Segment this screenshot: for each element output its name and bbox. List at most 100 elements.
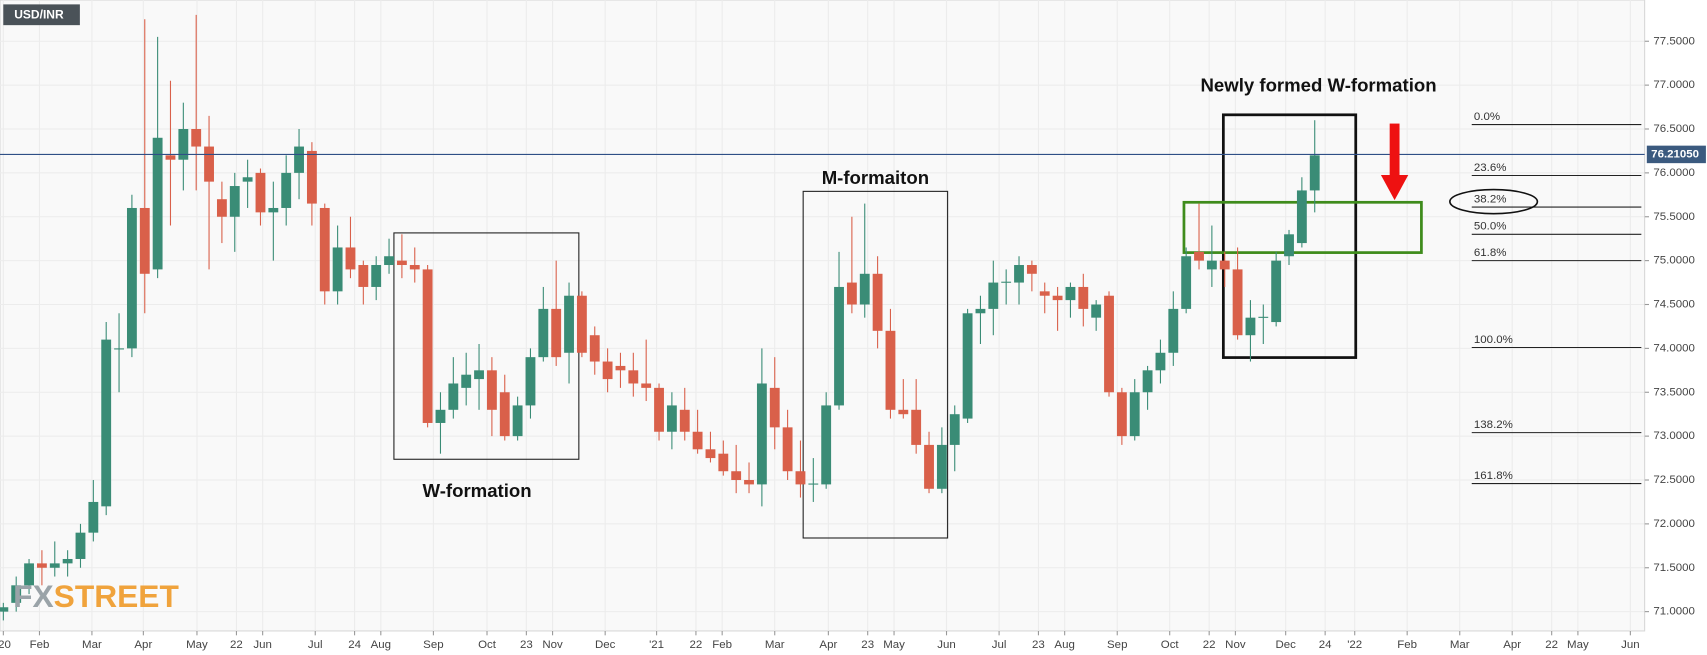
fib-label: 0.0%	[1474, 111, 1500, 123]
candle-body	[1014, 265, 1024, 283]
candle-body	[1052, 295, 1063, 301]
symbol-badge	[3, 4, 80, 26]
candle-body	[769, 387, 780, 428]
candle-body	[744, 480, 754, 485]
x-tick-label: Sep	[423, 639, 443, 651]
logo: FXSTREET	[13, 579, 179, 615]
candle-body	[1039, 291, 1050, 296]
candle-body	[24, 563, 34, 586]
candle-body	[371, 265, 382, 287]
candle-body	[538, 308, 549, 358]
candle-body	[448, 383, 459, 410]
candle-body	[358, 265, 369, 287]
candle-body	[1001, 281, 1012, 283]
x-tick-label: Apr	[819, 639, 837, 651]
x-tick-label: Jun	[1621, 639, 1640, 651]
candle-body	[1258, 316, 1269, 318]
candle-body	[975, 308, 986, 314]
x-tick-label: 22	[230, 639, 243, 651]
x-tick-label: Apr	[134, 639, 152, 651]
x-tick-label: '20	[0, 639, 11, 651]
candle-body	[486, 370, 497, 410]
candle-body	[268, 207, 279, 213]
y-tick-label: 72.5000	[1653, 474, 1694, 486]
candle-body	[512, 405, 523, 437]
y-tick-label: 76.5000	[1653, 123, 1694, 135]
candle-body	[718, 453, 729, 472]
candle-body	[165, 155, 176, 160]
x-tick-label: 24	[1319, 639, 1332, 651]
candle-body	[229, 186, 240, 217]
candle-body	[1194, 251, 1204, 261]
candle-body	[422, 269, 433, 423]
candle-body	[988, 282, 999, 309]
y-tick-label: 74.5000	[1653, 299, 1694, 311]
candle-body	[319, 207, 330, 292]
x-tick-label: 22	[690, 639, 703, 651]
candle-body	[628, 370, 639, 384]
y-tick-label: 75.0000	[1653, 255, 1694, 267]
candle-body	[384, 256, 394, 266]
new-w-formation-box	[1221, 113, 1358, 359]
x-tick-label: Jun	[937, 639, 956, 651]
candle-body	[306, 150, 317, 204]
y-tick-label: 72.0000	[1653, 518, 1694, 530]
x-tick-label: Oct	[478, 639, 497, 651]
x-tick-label: '21	[649, 639, 664, 651]
plot-area	[0, 0, 1646, 632]
candle-body	[332, 247, 343, 292]
candle-body	[152, 137, 163, 270]
x-tick-label: 22	[1545, 639, 1558, 651]
x-tick-label: Feb	[30, 639, 50, 651]
candle-body	[756, 383, 767, 485]
candle-body	[795, 471, 806, 485]
y-tick-label: 73.5000	[1653, 386, 1694, 398]
candle-body	[576, 295, 587, 353]
candle-body	[139, 207, 150, 274]
candle-body	[705, 449, 716, 459]
candle-body	[345, 247, 356, 270]
x-tick-label: 24	[348, 639, 361, 651]
y-tick-label: 71.0000	[1653, 606, 1694, 618]
overlay: 76.21050 0.0% 23.6% 38.2% 50.0% 61.8% 100.0% 13…	[0, 111, 1706, 485]
candle-body	[859, 273, 870, 305]
candle-body	[654, 387, 664, 432]
candle-body	[834, 286, 844, 406]
fib-label: 50.0%	[1474, 221, 1507, 233]
candle-body	[846, 282, 857, 305]
candle-body	[461, 374, 472, 388]
fib-label: 23.6%	[1474, 162, 1507, 174]
x-tick-label: Jul	[992, 639, 1007, 651]
x-tick-label: Feb	[1397, 639, 1417, 651]
candle-body	[615, 365, 626, 371]
x-tick-label: Dec	[595, 639, 616, 651]
candle-body	[692, 431, 703, 450]
candle-body	[1065, 286, 1076, 301]
candle-body	[126, 207, 137, 349]
candle-body	[1232, 269, 1243, 336]
candle-body	[924, 444, 934, 489]
current-price-badge	[1646, 145, 1706, 164]
candle-body	[178, 128, 189, 160]
candle-body	[821, 405, 832, 485]
y-tick-label: 76.0000	[1653, 167, 1694, 179]
candle-body	[1309, 155, 1320, 191]
y-tick-label: 77.0000	[1653, 79, 1694, 91]
candle-body	[242, 177, 253, 182]
candle-body	[11, 585, 22, 603]
candle-body	[731, 471, 742, 481]
candle-body	[216, 199, 227, 217]
annotation-label: Newly formed W-formation	[1201, 74, 1437, 95]
chart-title: USD/INR	[14, 7, 64, 21]
candle-body	[1078, 286, 1089, 309]
candle-body	[1142, 370, 1153, 393]
x-tick-label: Oct	[1161, 639, 1180, 651]
x-tick-label: May	[186, 639, 208, 651]
candle-body	[101, 339, 112, 507]
candle-body	[885, 330, 896, 410]
candle-body	[62, 558, 73, 564]
candle-body	[679, 409, 690, 432]
candle-body	[281, 172, 292, 208]
candle-body	[1219, 260, 1230, 270]
